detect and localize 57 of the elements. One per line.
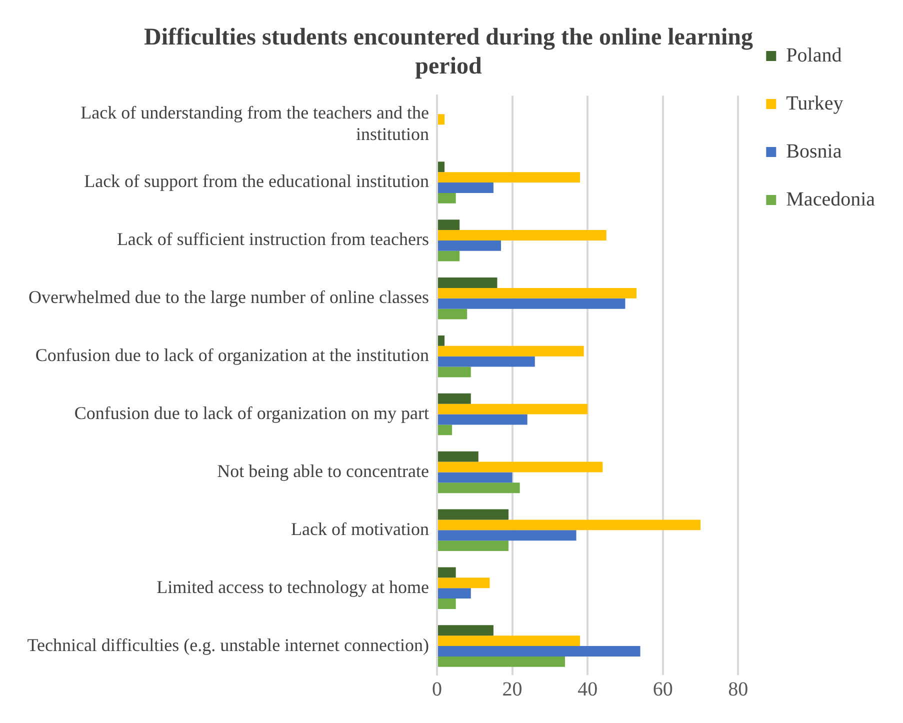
- bar: [438, 288, 637, 298]
- y-tick-label: Confusion due to lack of organization at the institution: [35, 345, 429, 366]
- bar: [438, 240, 501, 251]
- bar: [438, 346, 584, 356]
- bar: [438, 335, 445, 346]
- bar: [438, 250, 460, 262]
- bar: [438, 472, 512, 483]
- y-tick-label: Lack of motivation: [291, 518, 429, 539]
- bar: [438, 114, 445, 125]
- legend-label: Turkey: [786, 92, 844, 114]
- bar: [438, 424, 452, 436]
- legend-label: Poland: [786, 44, 842, 66]
- bar: [438, 393, 471, 404]
- bar: [438, 356, 535, 367]
- bar: [438, 656, 565, 667]
- legend-label: Macedonia: [786, 188, 876, 210]
- bar: [438, 414, 528, 425]
- y-tick-label: Not being able to concentrate: [217, 460, 429, 481]
- x-tick-label: 60: [652, 678, 673, 700]
- bar: [438, 230, 606, 240]
- bar: [438, 625, 494, 636]
- y-tick-label: Lack of support from the educational institution: [84, 171, 429, 192]
- bar: [438, 462, 603, 472]
- y-tick-label: Limited access to technology at home: [156, 576, 430, 597]
- bar: [438, 509, 509, 520]
- bar: [438, 578, 490, 588]
- chart-title: Difficulties students encountered during the online learning period: [144, 24, 753, 80]
- x-tick-label: 40: [578, 678, 598, 700]
- y-tick-label: Lack of understanding from the teachers and the institution: [80, 102, 429, 144]
- bar: [438, 278, 498, 288]
- x-tick-label: 20: [502, 678, 522, 700]
- bar: [438, 530, 576, 541]
- y-tick-label: Technical difficulties (e.g. unstable internet connection): [27, 634, 429, 655]
- x-tick-label: 0: [432, 678, 442, 700]
- bar: [438, 598, 456, 609]
- bar: [438, 520, 701, 530]
- bar: [438, 308, 468, 320]
- bar: [438, 482, 520, 494]
- bar: [438, 567, 456, 578]
- bar: [438, 298, 626, 309]
- bar: [438, 182, 494, 193]
- bar: [438, 192, 456, 204]
- y-tick-label: Confusion due to lack of organization on my part: [74, 403, 429, 424]
- x-tick-label: 80: [728, 678, 748, 700]
- bar: [438, 162, 445, 172]
- y-tick-label: Overwhelmed due to the large number of online classes: [28, 287, 429, 308]
- bar: [438, 588, 471, 599]
- legend-label: Bosnia: [786, 140, 842, 162]
- bar: [438, 540, 509, 552]
- bar: [438, 404, 588, 414]
- bar: [438, 451, 478, 462]
- bar: [438, 646, 640, 656]
- bar: [438, 172, 580, 183]
- bar: [438, 636, 580, 646]
- bar: [438, 366, 471, 378]
- y-tick-label: Lack of sufficient instruction from teachers: [116, 229, 429, 250]
- bar: [438, 220, 460, 230]
